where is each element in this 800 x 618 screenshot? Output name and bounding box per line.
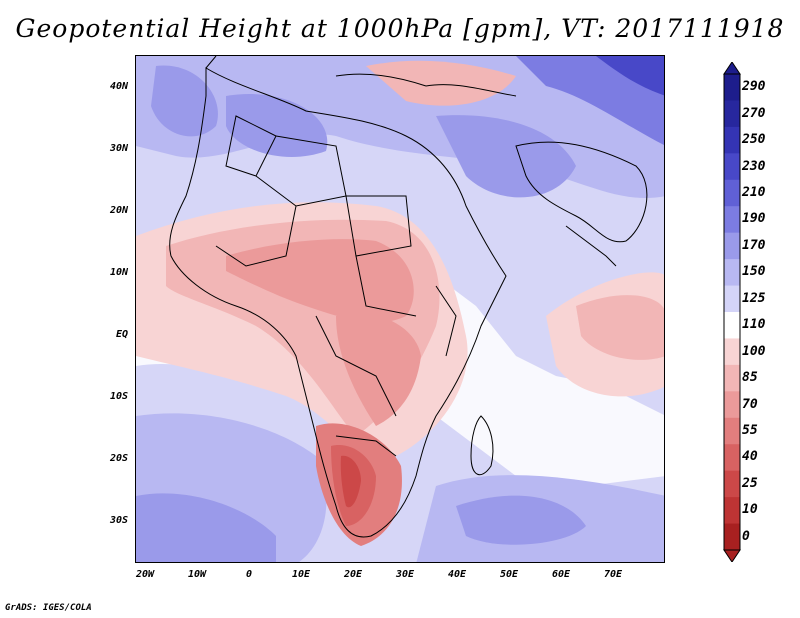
colorbar-swatch xyxy=(724,259,740,287)
colorbar-scale xyxy=(723,61,741,563)
x-tick-label-20w: 20W xyxy=(135,569,155,580)
y-tick-label-30s: 30S xyxy=(109,515,128,526)
y-tick-label-20s: 20S xyxy=(109,453,128,464)
map-title: Geopotential Height at 1000hPa [gpm], VT… xyxy=(15,14,785,43)
y-tick-label-10n: 10N xyxy=(109,267,128,278)
colorbar-label: 210 xyxy=(742,185,766,200)
colorbar-label: 230 xyxy=(742,158,766,174)
colorbar xyxy=(722,61,742,566)
x-tick-label-60e: 60E xyxy=(551,569,571,580)
colorbar-swatch xyxy=(724,523,740,551)
x-tick-label-50e: 50E xyxy=(499,569,519,580)
colorbar-label: 290 xyxy=(742,79,766,95)
colorbar-swatch xyxy=(724,391,740,419)
y-tick-label-40n: 40N xyxy=(109,81,128,92)
colorbar-swatch xyxy=(724,417,740,445)
colorbar-swatch xyxy=(724,444,740,472)
colorbar-label: 55 xyxy=(742,423,758,438)
x-tick-label-40e: 40E xyxy=(447,569,467,580)
colorbar-swatch xyxy=(724,179,740,207)
x-tick-label-10w: 10W xyxy=(187,569,207,580)
colorbar-swatch xyxy=(724,285,740,313)
colorbar-swatch xyxy=(724,338,740,366)
y-tick-label-10s: 10S xyxy=(109,391,128,402)
colorbar-label: 190 xyxy=(742,211,766,227)
colorbar-label: 70 xyxy=(742,396,758,412)
x-tick-label-30e: 30E xyxy=(395,569,415,580)
colorbar-label: 25 xyxy=(742,475,758,491)
colorbar-swatch xyxy=(724,206,740,234)
colorbar-bottom-arrow xyxy=(723,549,741,563)
map-panel xyxy=(135,55,665,563)
geopotential-field xyxy=(136,56,664,562)
colorbar-swatch xyxy=(724,153,740,181)
colorbar-label: 0 xyxy=(742,528,750,544)
colorbar-swatch xyxy=(724,232,740,260)
colorbar-label: 125 xyxy=(742,290,766,306)
colorbar-swatch xyxy=(724,312,740,339)
colorbar-swatch xyxy=(724,126,740,154)
colorbar-swatch xyxy=(724,74,740,101)
colorbar-top-arrow xyxy=(723,61,741,75)
colorbar-label: 40 xyxy=(742,449,758,465)
colorbar-label: 110 xyxy=(742,317,766,333)
y-tick-label-20n: 20N xyxy=(109,205,128,216)
colorbar-label: 85 xyxy=(742,370,758,386)
colorbar-label: 150 xyxy=(742,264,766,280)
x-tick-label-0: 0 xyxy=(245,569,253,580)
colorbar-swatch xyxy=(724,364,740,392)
colorbar-swatch xyxy=(724,100,740,128)
colorbar-swatch xyxy=(724,497,740,525)
colorbar-label: 100 xyxy=(742,343,766,359)
x-tick-label-70e: 70E xyxy=(603,569,623,580)
colorbar-label: 170 xyxy=(742,237,766,253)
grads-credit: GrADS: IGES/COLA xyxy=(5,603,92,613)
colorbar-label: 10 xyxy=(742,502,758,518)
colorbar-swatch xyxy=(724,470,740,498)
y-tick-label-30n: 30N xyxy=(109,143,128,154)
x-tick-label-10e: 10E xyxy=(291,569,311,580)
colorbar-label: 270 xyxy=(742,105,766,121)
x-tick-label-20e: 20E xyxy=(343,569,363,580)
colorbar-label: 250 xyxy=(742,132,766,148)
y-tick-label-eq: EQ xyxy=(115,329,128,340)
